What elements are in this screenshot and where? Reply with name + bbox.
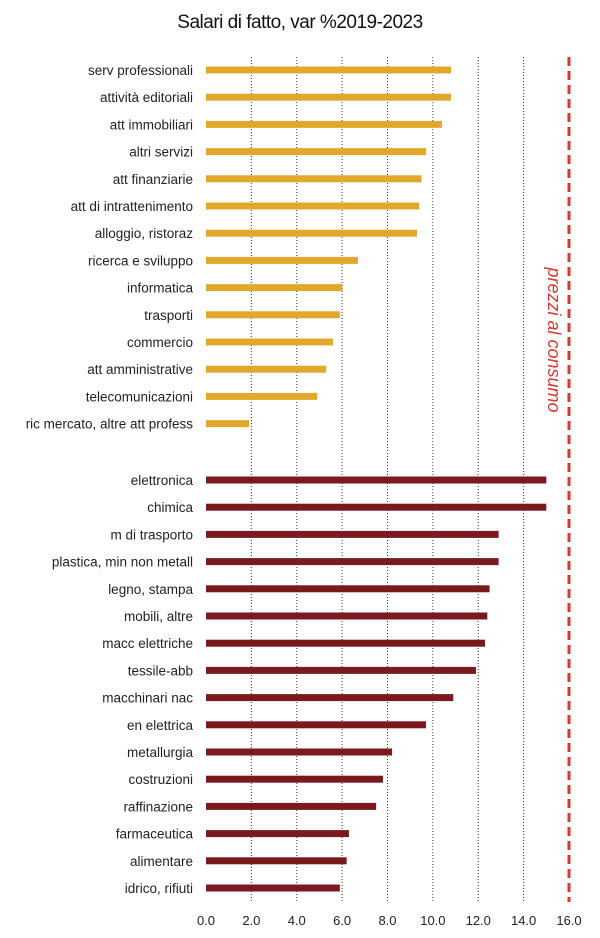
bar-1-9: [206, 721, 427, 729]
bar-0-9: [206, 311, 340, 319]
category-label-1-8: macchinari nac: [102, 691, 193, 706]
bar-1-3: [206, 558, 499, 566]
category-label-0-4: att finanziarie: [113, 172, 193, 187]
bar-1-5: [206, 612, 488, 620]
bar-1-12: [206, 802, 377, 810]
bar-0-7: [206, 256, 359, 264]
category-label-0-3: altri servizi: [129, 145, 193, 160]
category-label-1-15: idrico, rifiuti: [125, 881, 193, 896]
bar-1-6: [206, 639, 486, 647]
bar-0-4: [206, 175, 422, 183]
bar-0-3: [206, 148, 427, 156]
bar-0-1: [206, 93, 452, 101]
bar-0-10: [206, 338, 334, 346]
bar-1-15: [206, 884, 340, 892]
bar-1-10: [206, 748, 393, 756]
x-tick-8: 16.0: [556, 913, 581, 928]
category-label-0-6: alloggio, ristoraz: [95, 226, 194, 241]
category-label-0-0: serv professionali: [88, 63, 193, 78]
category-label-1-9: en elettrica: [127, 718, 194, 733]
reference-line-group: prezzi al consumo: [544, 57, 571, 902]
bar-0-5: [206, 202, 420, 210]
category-label-0-13: ric mercato, altre att profess: [26, 417, 194, 432]
bar-0-13: [206, 420, 250, 428]
bar-0-2: [206, 120, 442, 128]
bar-0-0: [206, 66, 452, 74]
bar-0-12: [206, 392, 318, 400]
category-label-1-1: chimica: [147, 500, 193, 515]
x-tick-3: 6.0: [333, 913, 351, 928]
bar-1-7: [206, 666, 476, 674]
bar-1-0: [206, 476, 547, 484]
category-label-0-12: telecomunicazioni: [86, 389, 193, 404]
category-label-1-3: plastica, min non metall: [52, 555, 193, 570]
x-tick-6: 12.0: [466, 913, 491, 928]
category-label-1-11: costruzioni: [128, 772, 193, 787]
bar-1-11: [206, 775, 383, 783]
bar-1-8: [206, 694, 454, 702]
category-label-1-7: tessile-abb: [128, 663, 193, 678]
bar-1-2: [206, 530, 499, 538]
category-labels: serv professionali attività editoriali att…: [26, 63, 194, 896]
x-tick-0: 0.0: [197, 913, 215, 928]
category-label-1-4: legno, stampa: [108, 582, 193, 597]
x-tick-1: 2.0: [242, 913, 260, 928]
category-label-0-5: att di intrattenimento: [71, 199, 193, 214]
chart-title: Salari di fatto, var %2019-2023: [177, 12, 423, 33]
bar-1-13: [206, 830, 349, 838]
category-label-1-12: raffinazione: [123, 799, 193, 814]
x-tick-7: 14.0: [511, 913, 536, 928]
bar-1-14: [206, 857, 347, 865]
category-label-1-5: mobili, altre: [124, 609, 193, 624]
category-label-0-11: att amministrative: [87, 362, 193, 377]
x-axis-ticks: 0.0 2.0 4.0 6.0 8.0 10.0 12.0 14.0 16.0: [197, 913, 582, 928]
category-label-1-14: alimentare: [130, 854, 193, 869]
x-tick-5: 10.0: [420, 913, 445, 928]
category-label-1-10: metallurgia: [127, 745, 194, 760]
category-label-0-10: commercio: [127, 335, 193, 350]
bar-1-1: [206, 503, 547, 511]
bar-0-6: [206, 229, 417, 237]
category-label-0-8: informatica: [127, 281, 194, 296]
category-label-0-1: attività editoriali: [100, 90, 193, 105]
reference-line-label: prezzi al consumo: [544, 266, 564, 412]
category-label-0-7: ricerca e sviluppo: [88, 253, 193, 268]
category-label-0-9: trasporti: [144, 308, 193, 323]
bar-0-11: [206, 365, 327, 373]
bar-0-8: [206, 284, 343, 292]
category-label-1-2: m di trasporto: [110, 527, 193, 542]
category-label-0-2: att immobiliari: [110, 117, 193, 132]
x-tick-2: 4.0: [288, 913, 306, 928]
x-tick-4: 8.0: [378, 913, 396, 928]
bars: [206, 66, 547, 892]
category-label-1-6: macc elettriche: [102, 636, 193, 651]
bar-1-4: [206, 585, 490, 593]
category-label-1-13: farmaceutica: [116, 827, 194, 842]
category-label-1-0: elettronica: [131, 473, 194, 488]
